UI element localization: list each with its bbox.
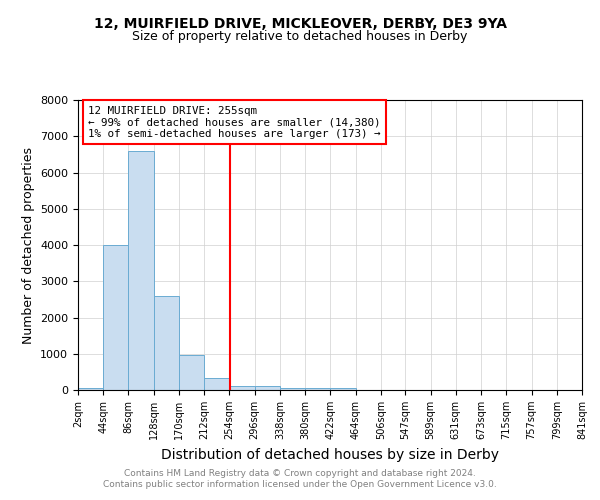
Bar (78, 388, 103, 390)
Y-axis label: Number of detached properties: Number of detached properties (22, 146, 35, 344)
Text: Contains public sector information licensed under the Open Government Licence v3: Contains public sector information licen… (103, 480, 497, 489)
Bar (204, 378, 229, 390)
Bar (229, 386, 254, 390)
Bar (331, 388, 356, 390)
Bar (254, 386, 280, 390)
Text: Contains HM Land Registry data © Crown copyright and database right 2024.: Contains HM Land Registry data © Crown c… (124, 468, 476, 477)
Bar (179, 355, 204, 390)
Text: 12 MUIRFIELD DRIVE: 255sqm
← 99% of detached houses are smaller (14,380)
1% of s: 12 MUIRFIELD DRIVE: 255sqm ← 99% of deta… (88, 106, 380, 139)
Text: Size of property relative to detached houses in Derby: Size of property relative to detached ho… (133, 30, 467, 43)
Bar (154, 296, 179, 390)
Bar (103, 245, 128, 390)
X-axis label: Distribution of detached houses by size in Derby: Distribution of detached houses by size … (161, 448, 499, 462)
Text: 12, MUIRFIELD DRIVE, MICKLEOVER, DERBY, DE3 9YA: 12, MUIRFIELD DRIVE, MICKLEOVER, DERBY, … (94, 18, 506, 32)
Bar (128, 151, 154, 390)
Bar (305, 388, 331, 390)
Bar (280, 388, 305, 390)
